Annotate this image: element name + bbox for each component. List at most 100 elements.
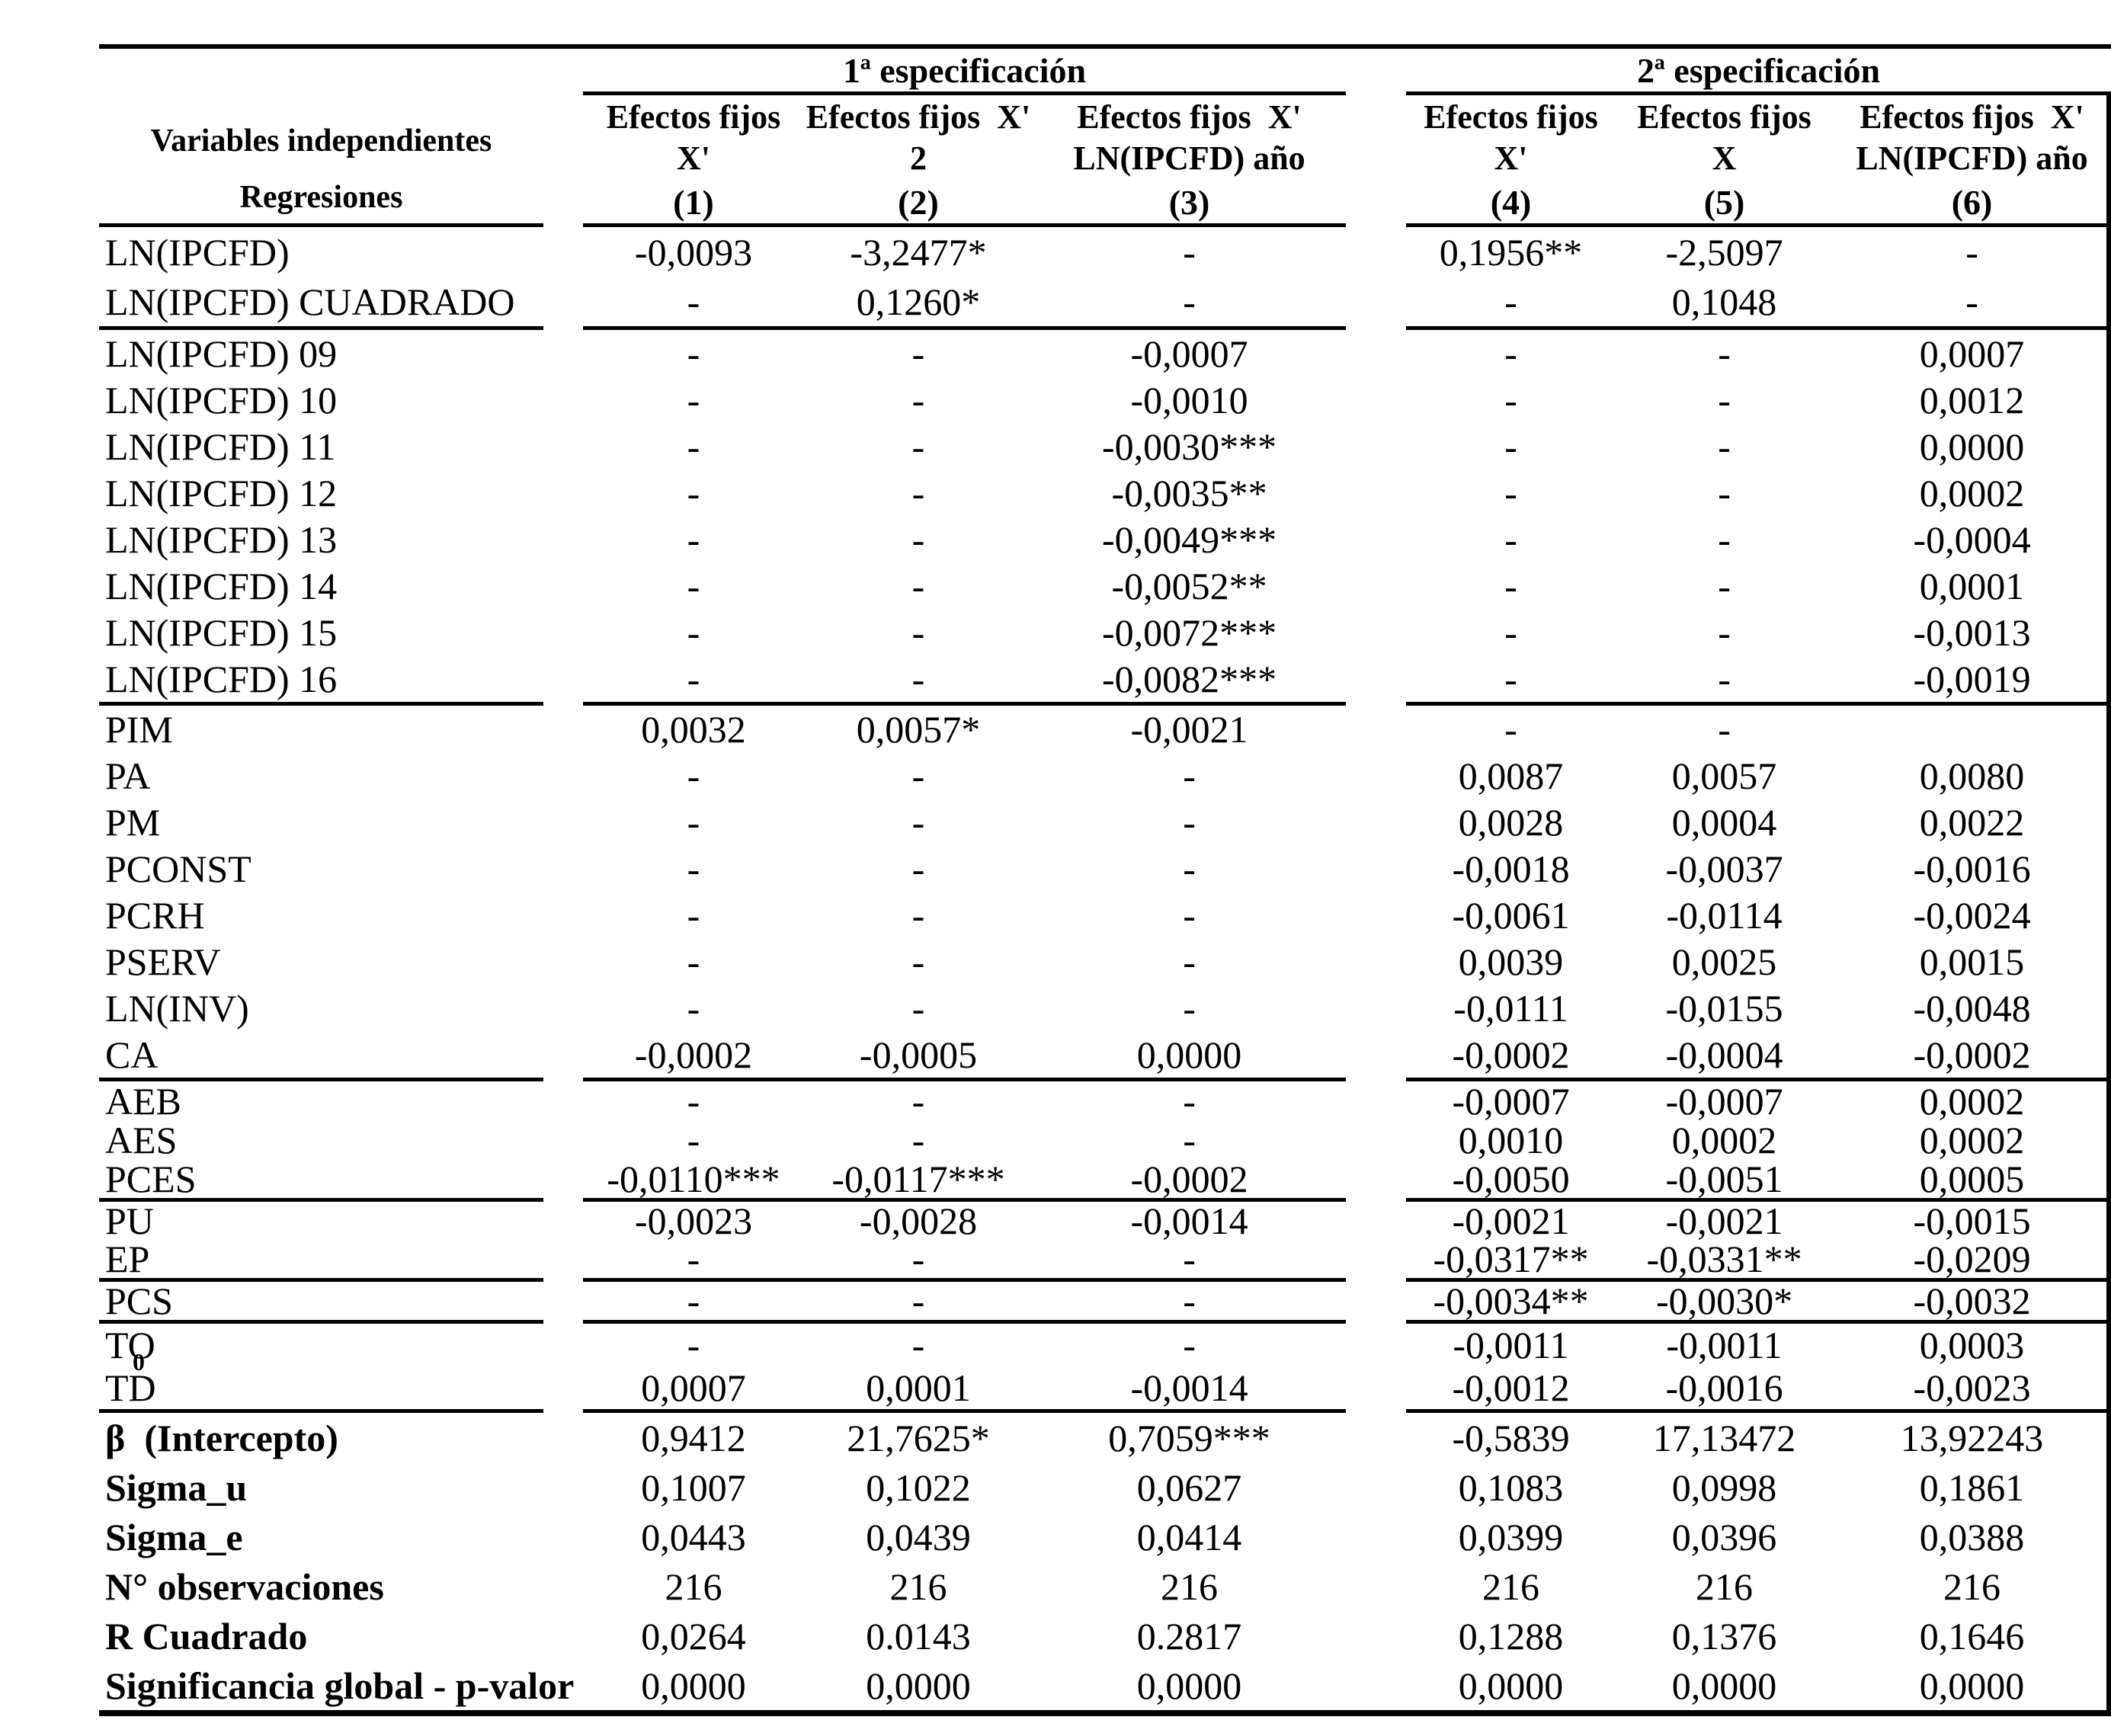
column-header-row: Variables independientes Regresiones Efe…	[99, 93, 2111, 227]
table-row: PA - - - 0,0087 0,0057 0,0080	[99, 752, 2111, 799]
value-cell: -0,0016	[1913, 847, 2031, 890]
row-label-text: R Cuadrado	[105, 1614, 308, 1658]
value-cell: 0,7059***	[1108, 1416, 1270, 1459]
row-label: PCS	[99, 1280, 543, 1324]
value-cell: -	[911, 332, 925, 375]
row-label: LN(IPCFD) CUADRADO	[99, 277, 543, 330]
table-row: PCES -0,0110*** -0,0117*** -0,0002 -0,0050 -0…	[99, 1157, 2111, 1202]
value-cell: -	[687, 517, 700, 561]
value-cell: 0,0002	[1671, 1118, 1777, 1161]
column-gap	[543, 1120, 583, 1159]
column-gap	[1346, 1080, 1406, 1121]
row-label-text: TD	[105, 1366, 156, 1409]
table-row: N° observaciones 216 216 216 216 216 216	[99, 1561, 2111, 1611]
value-cell: 0,0000	[641, 1664, 746, 1707]
column-header-line1: Efectos fijos X'	[1077, 98, 1302, 136]
row-label-text: PIM	[105, 707, 173, 751]
value-cell: -	[911, 754, 925, 797]
table-row: LN(IPCFD) 14 - - -0,0052** - - 0,0001	[99, 562, 2111, 609]
column-gap	[543, 94, 583, 226]
value-cell: -0,0014	[1130, 1200, 1248, 1242]
value-cell: 0,0022	[1919, 800, 2025, 844]
column-number-6: (6)	[1833, 181, 2111, 227]
row-label: PM	[99, 799, 543, 845]
row-label-text: TO	[105, 1324, 155, 1366]
value-cell: 0,1083	[1458, 1465, 1564, 1509]
table-row: PIM 0,0032 0,0057* -0,0021 - -	[99, 704, 2111, 753]
column-header-5: Efectos fijos X	[1616, 94, 1833, 181]
value-cell: -0,0111	[1453, 986, 1568, 1030]
value-cell: -	[687, 893, 700, 937]
row-label: LN(IPCFD) 13	[99, 516, 543, 562]
value-cell: 0,0627	[1136, 1465, 1242, 1509]
table-row: PSERV - - - 0,0039 0,0025 0,0015	[99, 938, 2111, 985]
row-label: PA	[99, 752, 543, 799]
value-cell: -	[687, 1079, 700, 1123]
row-label-text: PCES	[105, 1157, 197, 1200]
value-cell: -0,0024	[1913, 893, 2031, 937]
value-cell: -	[911, 800, 925, 844]
corner-header-line1: Variables independientes	[150, 123, 492, 159]
value-cell: -	[911, 1079, 925, 1123]
value-cell: 0,0057	[1671, 754, 1777, 797]
table-row: Sigma_u 0,1007 0,1022 0,0627 0,1083 0,0998 0,1…	[99, 1462, 2111, 1512]
row-label-text: PM	[105, 800, 161, 844]
column-gap	[543, 562, 583, 609]
value-cell: -	[1504, 378, 1517, 421]
table-row: LN(IPCFD) 13 - - -0,0049*** - - -0,0004	[99, 516, 2111, 562]
value-cell: 0,0001	[1919, 564, 2025, 607]
row-label-text: PA	[105, 754, 151, 797]
row-label: LN(IPCFD) 11	[99, 423, 543, 469]
column-gap	[1346, 799, 1406, 845]
row-label: LN(IPCFD) 16	[99, 655, 543, 706]
row-label-text: AES	[105, 1118, 178, 1161]
value-cell: 0,0032	[641, 707, 746, 751]
column-gap	[1346, 226, 1406, 277]
value-cell: 0,0002	[1919, 471, 2025, 514]
value-cell: 0,0039	[1458, 940, 1564, 983]
column-gap	[1346, 655, 1406, 704]
value-cell: -	[687, 754, 700, 797]
column-gap	[543, 799, 583, 845]
column-gap	[543, 469, 583, 516]
column-header-6: Efectos fijos X' LN(IPCFD) año	[1833, 94, 2111, 181]
value-cell: -0,0004	[1616, 1031, 1834, 1081]
column-gap	[1346, 328, 1406, 377]
value-cell: -	[911, 564, 925, 607]
value-cell: 0,0000	[1919, 1664, 2025, 1707]
value-cell: -	[687, 986, 700, 1030]
value-cell: -	[687, 610, 700, 654]
value-cell: -0,0035**	[1111, 471, 1267, 514]
column-gap	[543, 655, 583, 704]
value-cell: 0,0025	[1671, 940, 1777, 983]
value-cell: 0,9412	[641, 1416, 746, 1459]
table-row: CA -0,0002 -0,0005 0,0000 -0,0002 -0,0004 -0,0…	[99, 1031, 2111, 1081]
value-cell: -	[1406, 277, 1616, 330]
row-label-text: LN(IPCFD) 09	[105, 332, 338, 375]
row-label: PSERV	[99, 938, 543, 985]
value-cell: -	[804, 1240, 1033, 1282]
column-gap	[543, 1159, 583, 1200]
row-label: LN(IPCFD) 09	[99, 328, 543, 377]
value-cell: -0,5839	[1452, 1416, 1570, 1459]
value-cell: -	[687, 424, 700, 468]
row-label-text: PSERV	[105, 940, 221, 983]
column-number-5: (5)	[1616, 181, 1834, 227]
value-cell: -	[687, 800, 700, 844]
row-label-text: PCONST	[105, 847, 251, 890]
value-cell: 0,0998	[1671, 1465, 1777, 1509]
value-cell: 0,0007	[1919, 332, 2025, 375]
column-number-1: (1)	[583, 181, 804, 227]
value-cell: 0,0388	[1919, 1515, 2025, 1558]
value-cell: 0,0439	[866, 1515, 971, 1558]
column-number-row: (1) (2) (3) (4) (5) (6)	[99, 181, 2111, 227]
column-gap	[1346, 845, 1406, 892]
value-cell: -	[1183, 754, 1196, 797]
value-cell: -	[583, 655, 804, 706]
value-cell: -0,0030*	[1616, 1280, 1834, 1324]
table-row: β (Intercepto) 0,9412 21,7625* 0,7059*** -0,…	[99, 1411, 2111, 1463]
value-cell: -	[1504, 564, 1517, 607]
value-cell: -0,0021	[1452, 1200, 1570, 1242]
value-cell: -	[1406, 655, 1616, 706]
column-gap	[543, 1561, 583, 1611]
